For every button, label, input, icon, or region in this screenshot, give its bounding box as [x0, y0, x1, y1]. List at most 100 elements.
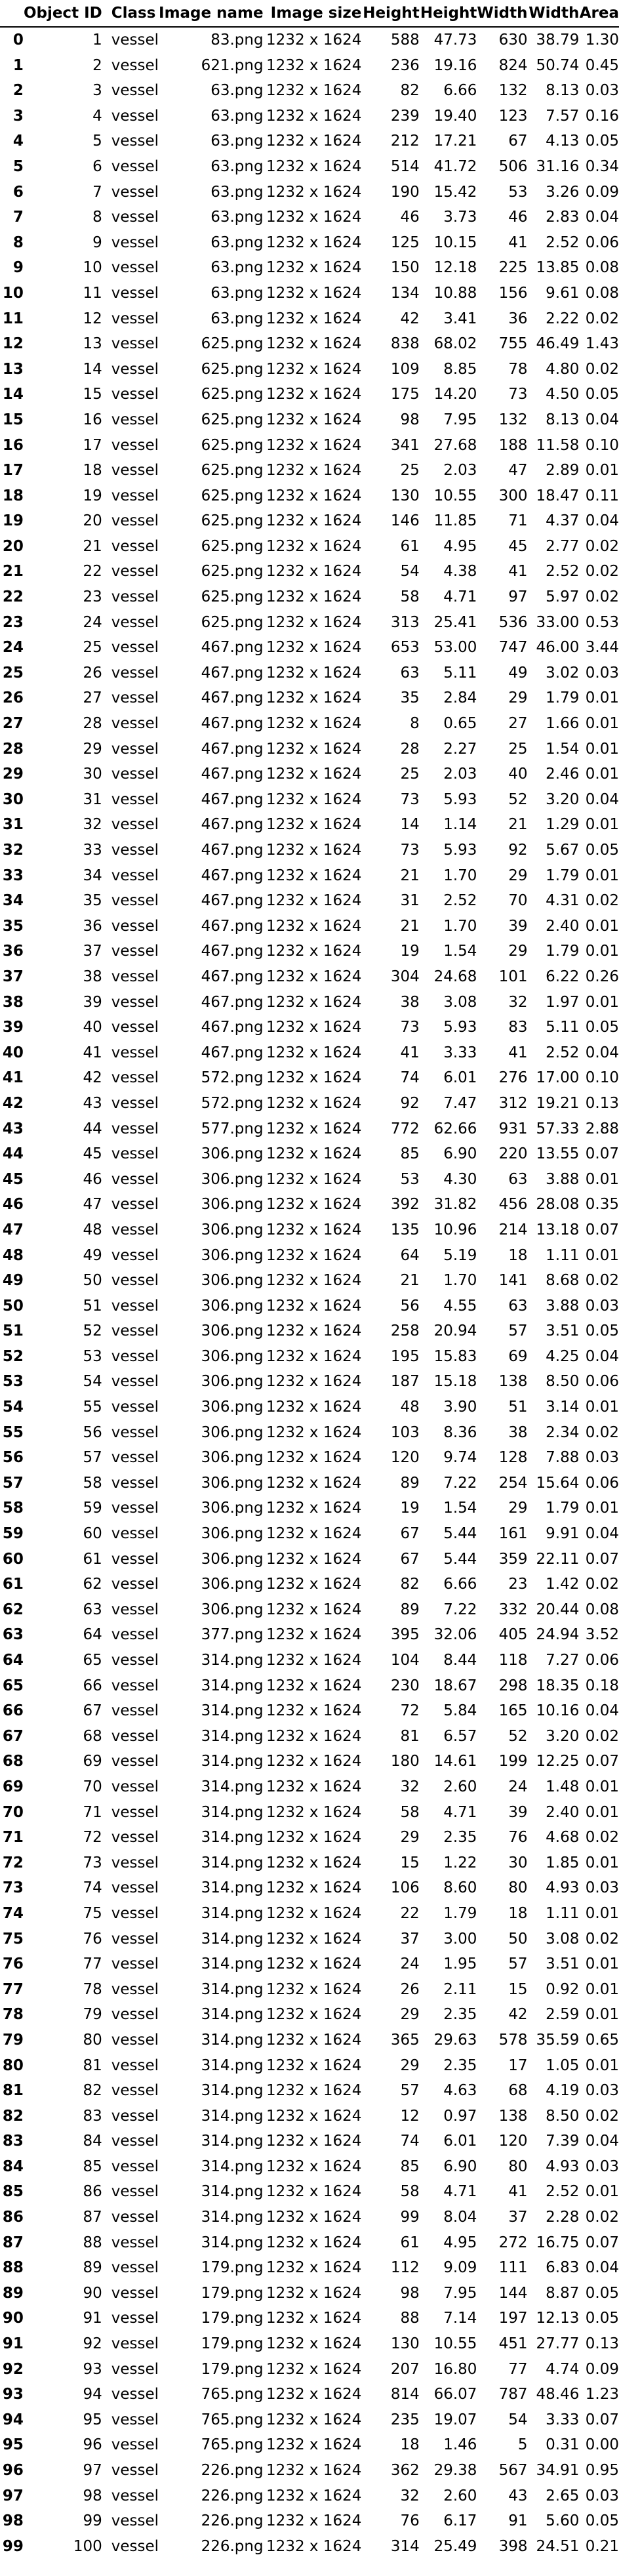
height-pct-cell: 1.14: [443, 816, 477, 834]
width-pct-cell: 2.89: [546, 462, 580, 480]
height-px-cell: 365: [390, 2031, 420, 2049]
height-px-cell: 58: [400, 2183, 420, 2201]
table-row: 7 8 vessel 63.png 1232 x 1624 46 3.73 46 2.83 0.0…: [0, 205, 619, 230]
width-px-cell: 141: [498, 1272, 528, 1290]
class-cell: vessel: [111, 2436, 159, 2454]
object-id-cell: 51: [83, 1297, 102, 1315]
height-px-cell: 89: [400, 1601, 420, 1618]
height-px-cell: 73: [400, 1019, 420, 1036]
area-cell: 0.01: [585, 766, 619, 783]
width-px-cell: 21: [508, 816, 528, 834]
height-px-cell: 48: [400, 1399, 420, 1416]
width-pct-cell: 15.64: [536, 1474, 580, 1492]
image-size-cell: 1232 x 1624: [266, 2082, 362, 2100]
image-name-cell: 63.png: [210, 209, 264, 226]
image-size-cell: 1232 x 1624: [266, 56, 362, 74]
table-row: 46 47 vessel 306.png 1232 x 1624 392 31.82 456 2…: [0, 1192, 619, 1217]
row-index: 58: [2, 1500, 24, 1517]
image-name-cell: 314.png: [201, 2056, 264, 2074]
table-row: 61 62 vessel 306.png 1232 x 1624 82 6.66 23 1.42…: [0, 1572, 619, 1597]
width-pct-cell: 35.59: [536, 2031, 580, 2049]
table-row: 80 81 vessel 314.png 1232 x 1624 29 2.35 17 1.05…: [0, 2053, 619, 2079]
width-pct-cell: 11.58: [536, 436, 580, 454]
width-px-cell: 76: [508, 1829, 528, 1847]
image-size-cell: 1232 x 1624: [266, 512, 362, 530]
height-pct-cell: 3.73: [443, 209, 477, 226]
width-px-cell: 225: [498, 259, 528, 277]
class-cell: vessel: [111, 766, 159, 783]
height-px-cell: 54: [400, 563, 420, 581]
height-px-cell: 258: [390, 1322, 420, 1340]
row-index: 70: [2, 1803, 24, 1821]
height-px-cell: 135: [390, 1221, 420, 1238]
object-id-cell: 100: [73, 2537, 102, 2555]
image-name-cell: 314.png: [201, 2082, 264, 2100]
table-row: 34 35 vessel 467.png 1232 x 1624 31 2.52 70 4.31…: [0, 888, 619, 914]
height-pct-cell: 10.55: [433, 487, 477, 504]
height-pct-cell: 5.93: [443, 842, 477, 859]
area-cell: 0.07: [585, 2411, 619, 2428]
height-px-cell: 187: [390, 1373, 420, 1391]
image-name-cell: 467.png: [201, 943, 264, 960]
height-px-cell: 64: [400, 1246, 420, 1264]
width-px-cell: 456: [498, 1196, 528, 1214]
image-name-cell: 63.png: [210, 82, 264, 100]
width-px-cell: 120: [498, 2133, 528, 2150]
row-index: 91: [2, 2335, 24, 2353]
height-px-cell: 24: [400, 1955, 420, 1973]
class-cell: vessel: [111, 1550, 159, 1568]
width-px-cell: 199: [498, 1753, 528, 1770]
height-px-cell: 76: [400, 2512, 420, 2530]
width-px-cell: 15: [508, 1980, 528, 1998]
object-id-cell: 17: [83, 436, 102, 454]
image-name-cell: 306.png: [201, 1525, 264, 1543]
image-name-cell: 63.png: [210, 133, 264, 150]
image-size-cell: 1232 x 1624: [266, 107, 362, 125]
width-pct-cell: 4.74: [546, 2360, 580, 2378]
height-px-cell: 42: [400, 310, 420, 327]
image-name-cell: 226.png: [201, 2462, 264, 2479]
image-name-cell: 314.png: [201, 1854, 264, 1871]
row-index: 52: [2, 1347, 24, 1365]
height-pct-cell: 1.70: [443, 1272, 477, 1290]
row-index: 42: [2, 1094, 24, 1112]
width-pct-cell: 9.91: [546, 1525, 580, 1543]
image-name-cell: 314.png: [201, 1778, 264, 1795]
width-px-cell: 41: [508, 563, 528, 581]
class-cell: vessel: [111, 968, 159, 985]
row-index: 74: [2, 1904, 24, 1922]
height-px-cell: 235: [390, 2411, 420, 2428]
row-index: 94: [2, 2411, 24, 2428]
area-cell: 0.26: [585, 968, 619, 985]
height-px-cell: 104: [390, 1652, 420, 1669]
row-index: 69: [2, 1778, 24, 1795]
image-size-cell: 1232 x 1624: [266, 892, 362, 910]
object-id-cell: 43: [83, 1094, 102, 1112]
image-size-cell: 1232 x 1624: [266, 1399, 362, 1416]
area-cell: 0.01: [585, 1854, 619, 1871]
height-pct-cell: 10.15: [433, 234, 477, 251]
height-px-cell: 21: [400, 1272, 420, 1290]
image-name-cell: 306.png: [201, 1246, 264, 1264]
image-size-cell: 1232 x 1624: [266, 1601, 362, 1618]
area-cell: 0.01: [585, 1399, 619, 1416]
table-row: 1 2 vessel 621.png 1232 x 1624 236 19.16 824 50.…: [0, 53, 619, 79]
width-pct-cell: 33.00: [536, 613, 580, 631]
height-pct-cell: 66.07: [433, 2386, 477, 2403]
class-cell: vessel: [111, 1702, 159, 1720]
image-size-cell: 1232 x 1624: [266, 2335, 362, 2353]
height-pct-cell: 6.90: [443, 1145, 477, 1163]
image-size-cell: 1232 x 1624: [266, 1904, 362, 1922]
width-pct-cell: 12.13: [536, 2310, 580, 2327]
height-pct-cell: 2.52: [443, 892, 477, 910]
width-px-cell: 43: [508, 2487, 528, 2504]
image-name-cell: 314.png: [201, 2031, 264, 2049]
row-index: 17: [2, 462, 24, 480]
height-pct-cell: 7.95: [443, 2284, 477, 2302]
area-cell: 0.16: [585, 107, 619, 125]
row-index: 89: [2, 2284, 24, 2302]
class-cell: vessel: [111, 1347, 159, 1365]
image-size-cell: 1232 x 1624: [266, 1626, 362, 1644]
row-index: 25: [2, 664, 24, 682]
object-id-cell: 71: [83, 1803, 102, 1821]
